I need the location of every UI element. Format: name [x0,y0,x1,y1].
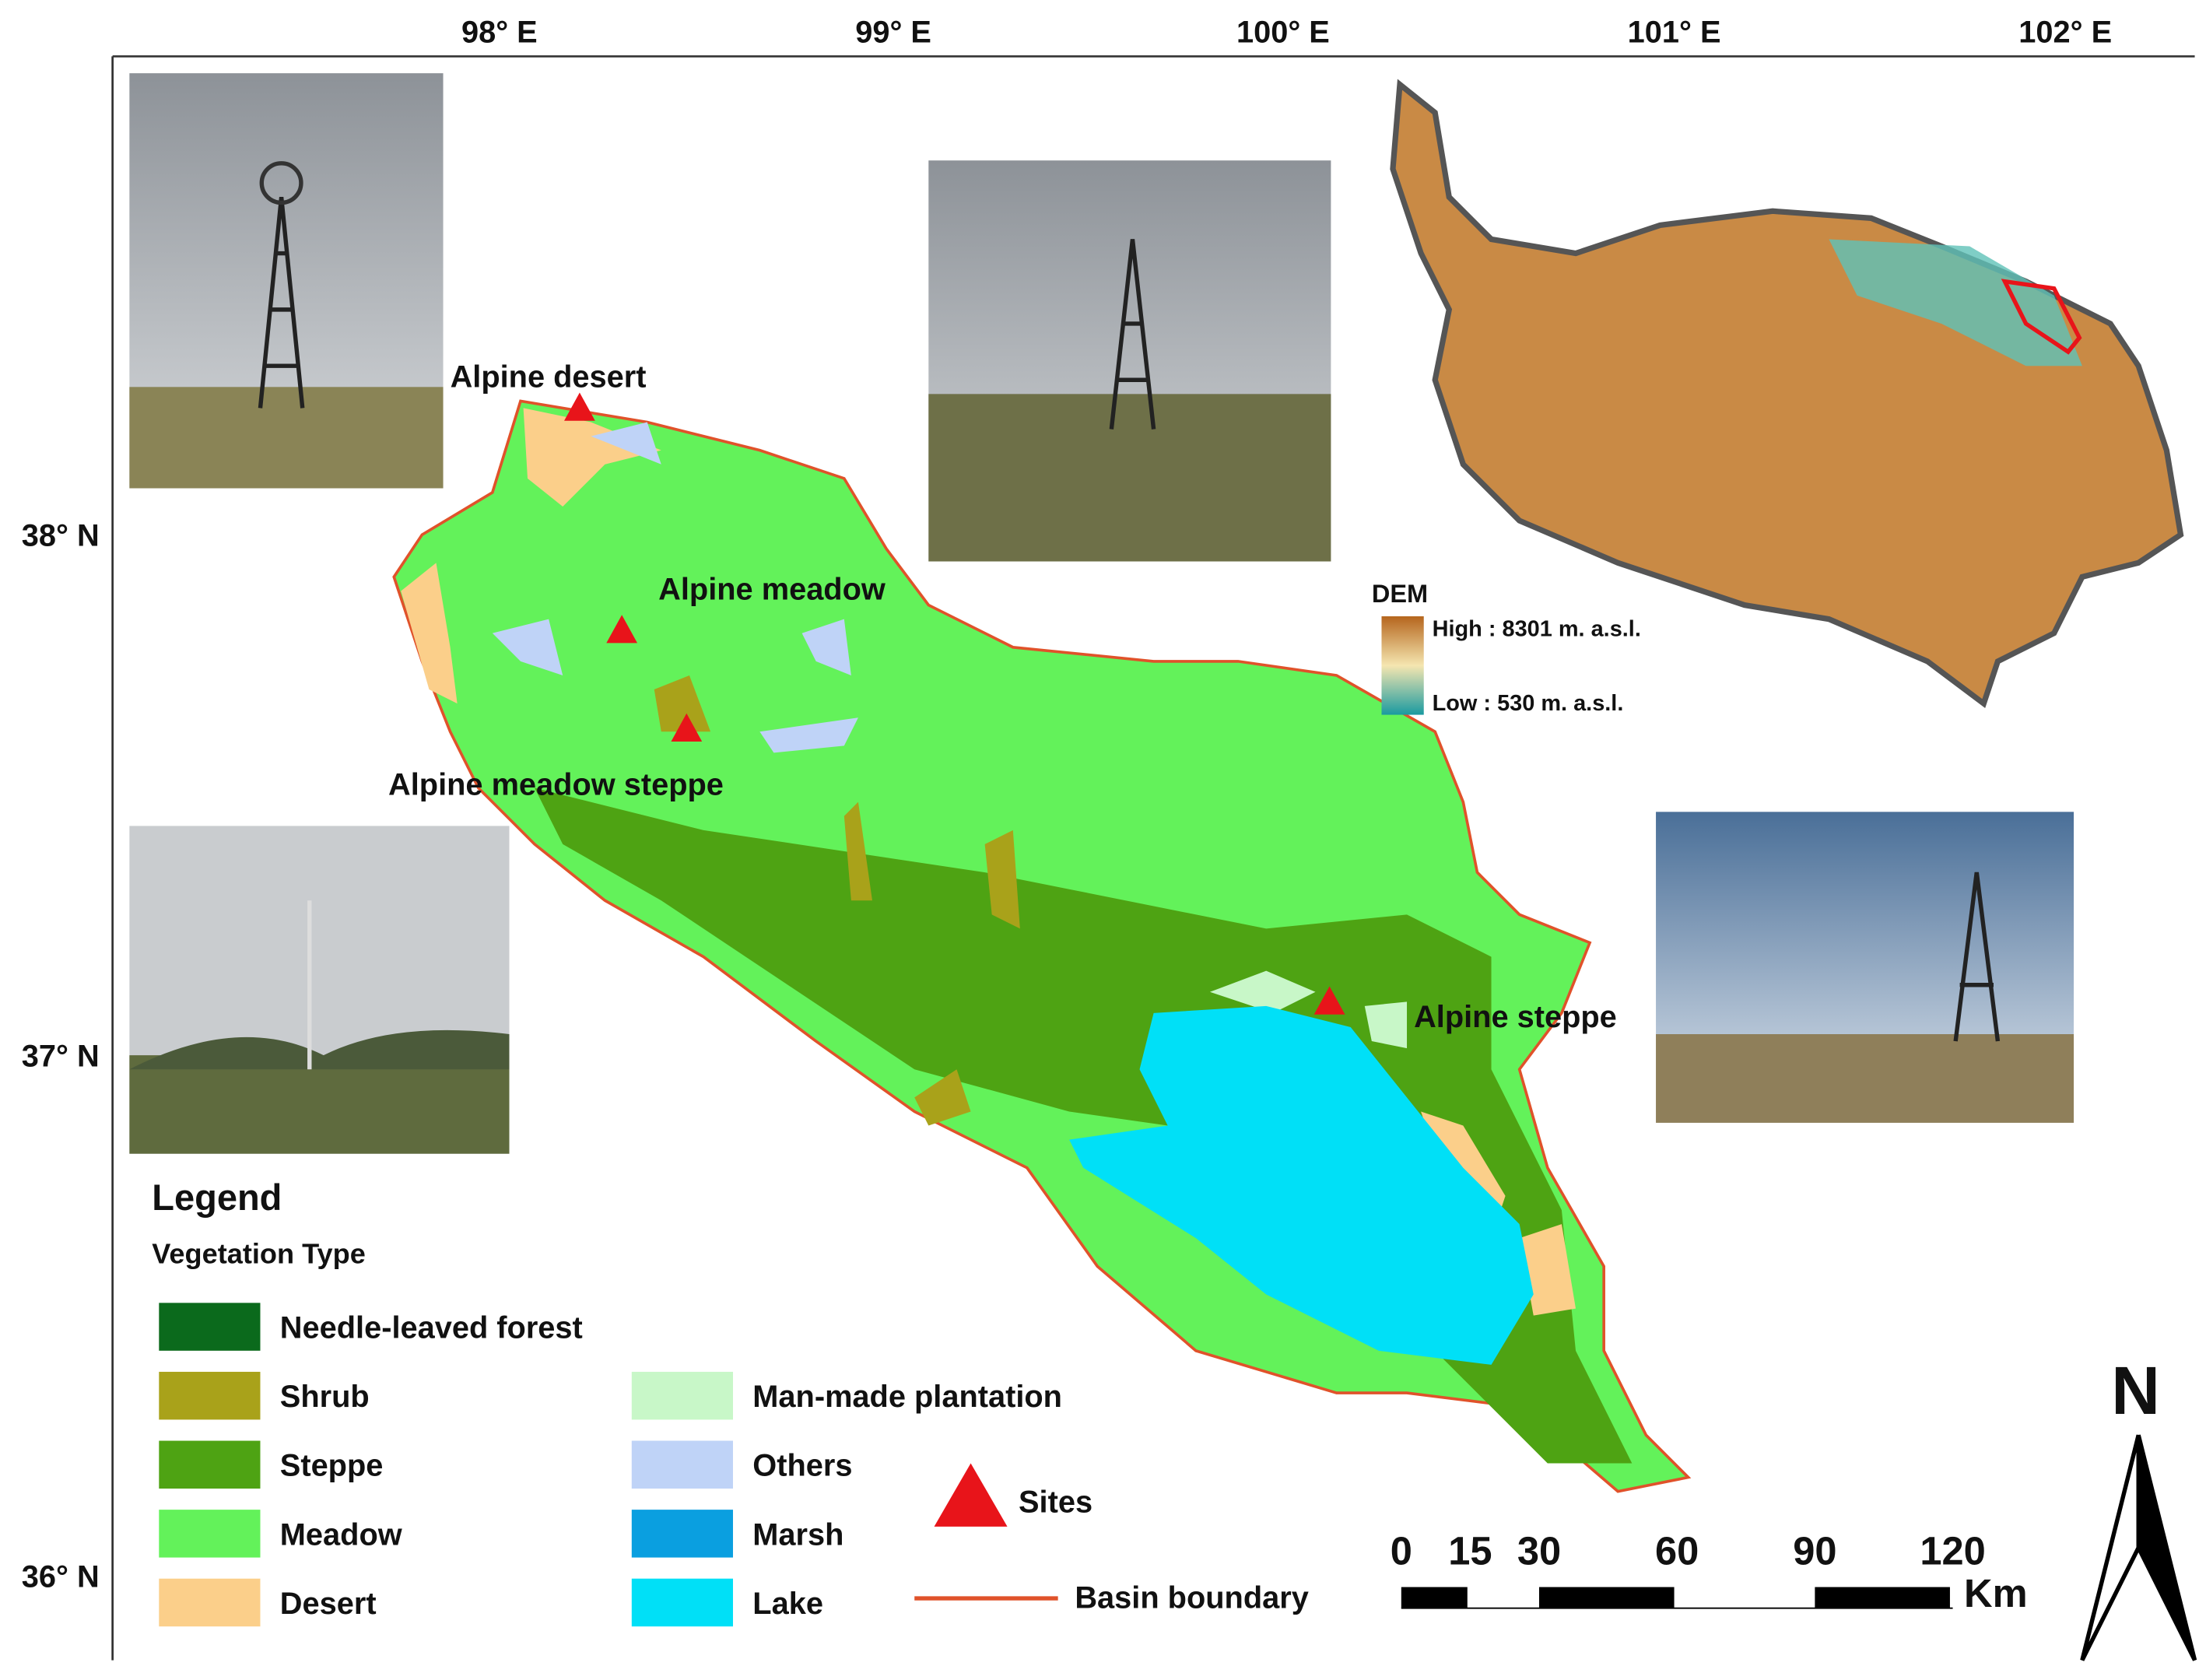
longitude-label: 100° E [1236,15,1330,49]
legend-swatch [159,1578,261,1627]
scale-unit: Km [1964,1571,2028,1615]
site-label: Alpine steppe [1414,1000,1617,1034]
latitude-label: 36° N [22,1560,100,1594]
legend-label: Meadow [280,1517,403,1552]
legend-label: Marsh [752,1517,843,1552]
legend-title: Legend [152,1177,282,1218]
scale-tick-label: 90 [1793,1529,1836,1573]
scale-tick-label: 0 [1391,1529,1412,1573]
dem-high: High : 8301 m. a.s.l. [1433,616,1641,641]
legend-swatch [159,1510,261,1558]
sites-symbol [934,1463,1008,1527]
scale-tick-label: 120 [1920,1529,1985,1573]
site-label: Alpine desert [451,359,647,394]
legend-label: Others [752,1449,852,1483]
north-label: N [2111,1353,2160,1429]
dem-inset [1381,79,2184,715]
scale-tick-label: 30 [1517,1529,1561,1573]
scale-tick-label: 60 [1655,1529,1699,1573]
legend-swatch [631,1371,733,1420]
site-label: Alpine meadow steppe [388,768,724,802]
scale-segment [1815,1587,1950,1608]
legend-label: Needle-leaved forest [280,1311,583,1345]
site-marker [671,713,703,742]
latitude-label: 37° N [22,1040,100,1074]
photos [129,73,2074,1154]
dem-low: Low : 530 m. a.s.l. [1433,691,1624,716]
longitude-label: 101° E [1628,15,1721,49]
site-label: Alpine meadow [658,572,886,606]
legend-swatch [631,1578,733,1627]
legend-swatch [631,1440,733,1489]
legend-label: Lake [752,1587,823,1621]
scale-segment [1401,1587,1468,1608]
site-marker [564,392,595,421]
legend-label: Man-made plantation [752,1380,1062,1414]
scale-segment [1538,1587,1675,1608]
site-marker [1313,986,1345,1015]
longitude-label: 99° E [855,15,931,49]
legend-label: Shrub [280,1380,370,1414]
longitude-label: 98° E [461,15,538,49]
legend-label: Desert [280,1587,377,1621]
site-marker [606,615,638,644]
legend-subtitle: Vegetation Type [152,1238,366,1270]
north-arrow: N [2080,1353,2197,1661]
frame [111,55,2195,1661]
sites-label: Sites [1019,1485,1092,1520]
legend-swatch [631,1510,733,1558]
basin [392,399,1692,1493]
legend-swatch [159,1440,261,1489]
latitude-label: 38° N [22,519,100,553]
legend-label: Steppe [280,1449,384,1483]
scale-tick-label: 15 [1448,1529,1492,1573]
dem-title: DEM [1372,580,1428,608]
legend-swatch [159,1371,261,1420]
boundary-label: Basin boundary [1075,1581,1309,1615]
longitude-label: 102° E [2018,15,2112,49]
legend-swatch [159,1303,261,1351]
